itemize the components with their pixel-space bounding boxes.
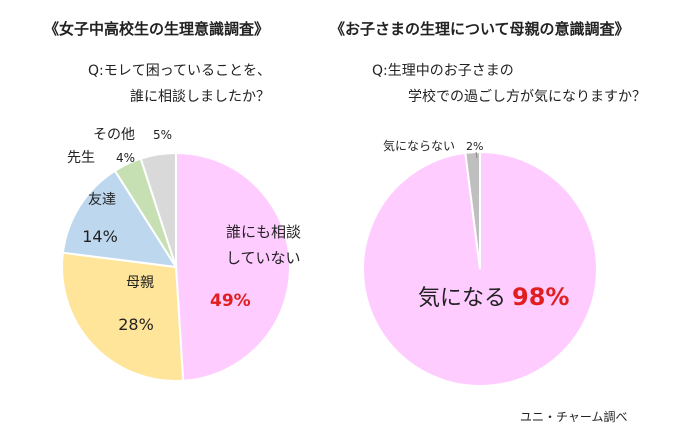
right-chart-title: 《お子さまの生理について母親の意識調査》 (330, 20, 630, 38)
slice-value-label: 28% (118, 315, 154, 334)
slice-label: 気にならない (383, 138, 455, 153)
slice-label: 先生 (67, 150, 95, 166)
slice-label: 母親 (126, 275, 154, 291)
slice-value-label: 5% (153, 128, 172, 142)
pie-slice (139, 151, 177, 268)
left-question-line2: 誰に相談しましたか？ (130, 89, 270, 105)
left-chart-title: 《女子中高校生の生理意識調査》 (44, 20, 270, 38)
slice-value-label: 2% (466, 140, 483, 153)
slice-label: していない (226, 249, 301, 267)
pie-slice (464, 150, 481, 270)
pie-slice (175, 151, 291, 382)
slice-value-label: 98% (512, 283, 569, 311)
right-question-line1: Q:生理中のお子さまの (372, 63, 514, 79)
slice-label: 気になる (418, 286, 506, 311)
slice-label: 誰にも相談 (226, 223, 301, 241)
slice-value-label: 49% (210, 291, 251, 311)
slice-label: その他 (93, 127, 135, 143)
slice-value-label: 4% (116, 151, 135, 165)
slice-label: 友達 (88, 192, 116, 208)
source-credit: ユニ・チャーム調べ (520, 410, 628, 424)
pie-slice (61, 251, 185, 382)
pie-slice (61, 169, 178, 269)
right-question-line2: 学校での過ごし方が気になりますか？ (408, 89, 646, 105)
leader-line (475, 151, 478, 159)
left-question-line1: Q:モレて困っていることを、 (88, 63, 272, 79)
slice-value-label: 14% (82, 227, 118, 246)
